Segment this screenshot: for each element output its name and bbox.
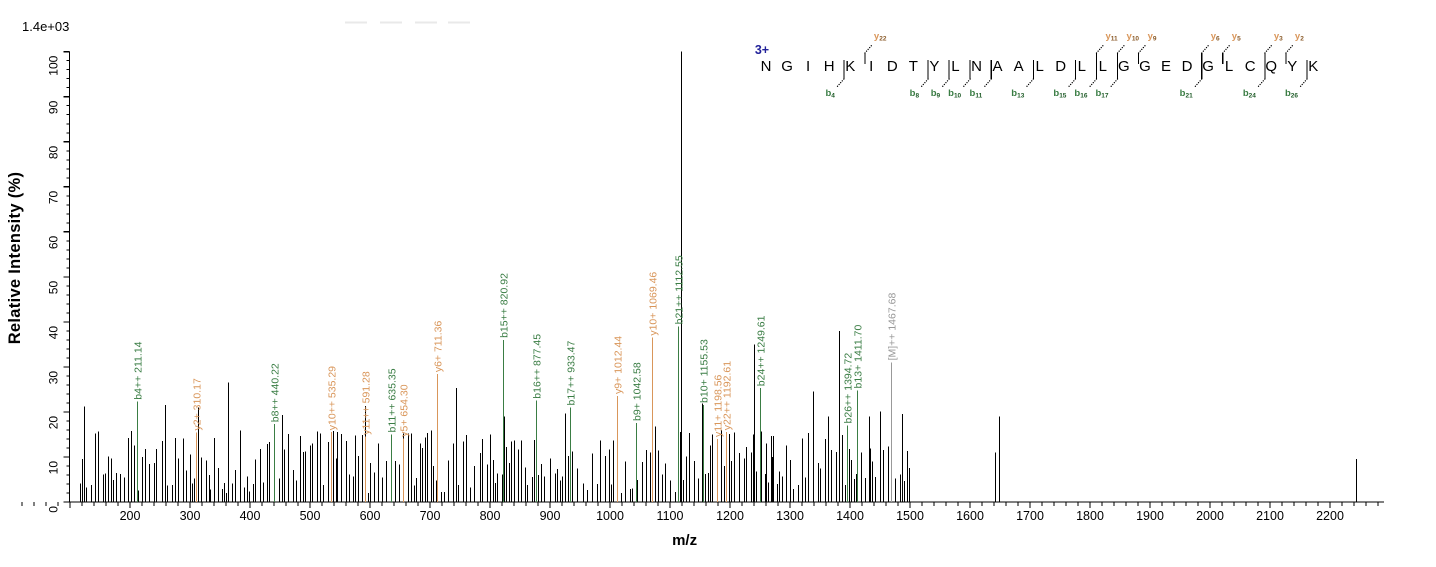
svg-text:G: G: [1202, 58, 1214, 75]
svg-text:L: L: [1035, 58, 1043, 75]
svg-text:C: C: [1245, 58, 1256, 75]
svg-text:H: H: [824, 58, 835, 75]
svg-text:Y: Y: [1287, 58, 1297, 75]
svg-text:L: L: [951, 58, 959, 75]
svg-text:L: L: [1225, 58, 1233, 75]
svg-text:Q: Q: [1265, 58, 1277, 75]
svg-text:y6+ 711.36: y6+ 711.36: [433, 321, 445, 373]
svg-text:b13+ 1411.70: b13+ 1411.70: [853, 325, 865, 389]
svg-text:30: 30: [47, 371, 61, 385]
svg-text:b15++ 820.92: b15++ 820.92: [499, 273, 511, 338]
svg-text:A: A: [993, 58, 1003, 75]
svg-text:b21++ 1112.55: b21++ 1112.55: [674, 255, 686, 324]
svg-text:10: 10: [47, 461, 61, 475]
svg-text:2100: 2100: [1256, 509, 1284, 523]
svg-text:K: K: [845, 58, 855, 75]
svg-text:80: 80: [47, 145, 61, 159]
svg-text:L: L: [1099, 58, 1107, 75]
svg-text:b10+ 1155.53: b10+ 1155.53: [699, 339, 711, 403]
svg-text:D: D: [1055, 58, 1066, 75]
svg-text:40: 40: [47, 326, 61, 340]
svg-text:b17++ 933.47: b17++ 933.47: [566, 340, 578, 405]
svg-text:D: D: [1182, 58, 1193, 75]
svg-text:400: 400: [240, 509, 261, 523]
svg-text:20: 20: [47, 416, 61, 430]
svg-text:90: 90: [47, 100, 61, 114]
svg-text:1.4e+03: 1.4e+03: [22, 19, 69, 34]
svg-text:700: 700: [420, 509, 441, 523]
svg-text:1400: 1400: [836, 509, 864, 523]
svg-text:I: I: [806, 58, 810, 75]
svg-text:b8++ 440.22: b8++ 440.22: [270, 363, 282, 422]
svg-text:500: 500: [300, 509, 321, 523]
svg-text:b24++ 1249.61: b24++ 1249.61: [756, 315, 768, 386]
svg-text:K: K: [1308, 58, 1318, 75]
svg-text:800: 800: [480, 509, 501, 523]
svg-text:3+: 3+: [755, 43, 769, 57]
svg-text:900: 900: [540, 509, 561, 523]
svg-text:b16++ 877.45: b16++ 877.45: [532, 334, 544, 399]
svg-text:G: G: [1139, 58, 1151, 75]
svg-text:N: N: [971, 58, 982, 75]
svg-text:y5+ 654.30: y5+ 654.30: [399, 384, 411, 436]
svg-text:[M]++ 1467.68: [M]++ 1467.68: [887, 293, 899, 361]
svg-text:N: N: [761, 58, 772, 75]
svg-text:y9+ 1012.44: y9+ 1012.44: [613, 336, 625, 394]
svg-text:y22++ 1192.61: y22++ 1192.61: [722, 361, 734, 430]
svg-text:1200: 1200: [716, 509, 744, 523]
svg-text:300: 300: [180, 509, 201, 523]
svg-text:T: T: [909, 58, 918, 75]
svg-text:y10+ 1069.46: y10+ 1069.46: [648, 272, 660, 336]
svg-text:70: 70: [47, 190, 61, 204]
svg-text:G: G: [781, 58, 793, 75]
svg-text:Y: Y: [929, 58, 939, 75]
svg-text:G: G: [1118, 58, 1130, 75]
svg-text:Relative Intensity (%): Relative Intensity (%): [6, 172, 24, 345]
svg-text:1700: 1700: [1016, 509, 1044, 523]
svg-text:L: L: [1078, 58, 1086, 75]
svg-text:60: 60: [47, 236, 61, 250]
svg-text:1900: 1900: [1136, 509, 1164, 523]
svg-text:b9+ 1042.58: b9+ 1042.58: [632, 362, 644, 421]
svg-text:200: 200: [120, 509, 141, 523]
svg-text:2000: 2000: [1196, 509, 1224, 523]
svg-text:0: 0: [47, 506, 61, 513]
svg-text:1300: 1300: [776, 509, 804, 523]
svg-text:I: I: [869, 58, 873, 75]
svg-text:y10++ 535.29: y10++ 535.29: [327, 366, 339, 430]
svg-text:D: D: [887, 58, 898, 75]
svg-text:E: E: [1161, 58, 1171, 75]
svg-text:b11++ 635.35: b11++ 635.35: [387, 368, 399, 432]
svg-text:100: 100: [47, 55, 61, 75]
svg-text:1600: 1600: [956, 509, 984, 523]
svg-text:600: 600: [360, 509, 381, 523]
svg-text:m/z: m/z: [672, 532, 697, 549]
svg-text:y11++ 591.28: y11++ 591.28: [361, 371, 373, 435]
svg-text:2200: 2200: [1316, 509, 1344, 523]
svg-text:1800: 1800: [1076, 509, 1104, 523]
svg-text:50: 50: [47, 281, 61, 295]
svg-text:1100: 1100: [657, 509, 684, 523]
svg-text:y2+ 310.17: y2+ 310.17: [192, 378, 204, 430]
svg-text:1000: 1000: [596, 509, 624, 523]
svg-text:1500: 1500: [896, 509, 924, 523]
svg-text:b4++ 211.14: b4++ 211.14: [133, 341, 145, 399]
svg-text:A: A: [1014, 58, 1024, 75]
